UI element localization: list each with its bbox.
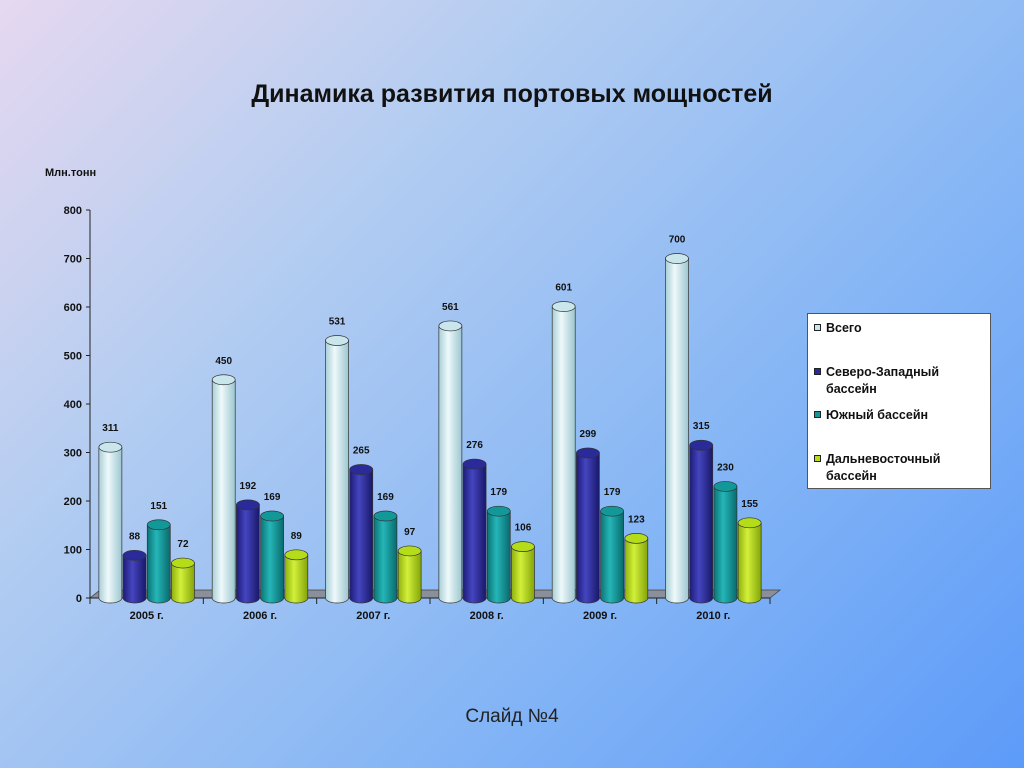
- y-tick-label: 0: [76, 593, 82, 605]
- data-label: 700: [669, 235, 686, 246]
- data-label: 106: [515, 523, 532, 534]
- page-title: Динамика развития портовых мощностей: [251, 80, 773, 108]
- bar: [624, 532, 649, 604]
- data-label: 97: [404, 527, 416, 538]
- bar: [551, 301, 576, 604]
- y-tick-label: 800: [64, 205, 82, 217]
- bar: [689, 439, 714, 604]
- labels: 2005 г. 311 88 151 72 2006 г. 450 192 169 89 2007 …: [102, 235, 758, 623]
- x-category-label: 2005 г.: [130, 610, 164, 622]
- x-category-label: 2006 г.: [243, 610, 277, 622]
- legend-item: Южный бассейн: [814, 407, 986, 424]
- bar: [600, 505, 624, 604]
- bar: [171, 557, 195, 604]
- legend-item: Всего: [814, 320, 986, 337]
- legend-swatch: [814, 411, 821, 418]
- legend-label: Северо-Западный бассейн: [826, 365, 940, 396]
- legend-swatch: [814, 324, 821, 331]
- data-label: 276: [466, 440, 483, 451]
- bar: [98, 441, 123, 604]
- slide-number: Слайд №4: [465, 706, 559, 727]
- x-category-label: 2009 г.: [583, 610, 617, 622]
- y-tick-label: 200: [64, 496, 82, 508]
- bar: [349, 464, 374, 604]
- y-tick-label: 400: [64, 399, 82, 411]
- y-tick-label: 500: [64, 351, 82, 363]
- legend-item: Северо-Западный бассейн: [814, 364, 986, 398]
- legend-label: Всего: [826, 321, 862, 335]
- bar: [325, 335, 349, 604]
- bar: [438, 320, 463, 604]
- bar: [713, 481, 738, 604]
- y-tick-label: 600: [64, 302, 82, 314]
- data-label: 450: [215, 356, 232, 367]
- bar: [236, 499, 260, 604]
- y-tick-label: 100: [64, 545, 82, 557]
- data-label: 315: [693, 421, 710, 432]
- x-category-label: 2010 г.: [696, 610, 730, 622]
- data-label: 151: [150, 501, 167, 512]
- data-label: 169: [264, 492, 281, 503]
- data-label: 88: [129, 531, 141, 542]
- bar: [486, 505, 511, 604]
- data-label: 179: [490, 487, 507, 498]
- data-label: 89: [291, 531, 303, 542]
- data-label: 311: [102, 423, 119, 434]
- data-label: 192: [240, 481, 257, 492]
- bars: [98, 253, 762, 604]
- bar: [146, 519, 171, 604]
- data-label: 169: [377, 492, 394, 503]
- bar: [511, 541, 535, 604]
- y-axis-unit-label: Млн.тонн: [45, 167, 96, 179]
- legend-label: Дальневосточный бассейн: [826, 452, 941, 483]
- data-label: 72: [177, 539, 189, 550]
- bar: [284, 549, 309, 604]
- bar: [737, 517, 762, 604]
- y-tick-label: 300: [64, 448, 82, 460]
- bar: [397, 545, 422, 604]
- legend: Всего Северо-Западный бассейн Южный бассей…: [807, 313, 991, 489]
- data-label: 531: [329, 316, 346, 327]
- data-label: 230: [717, 462, 734, 473]
- data-label: 155: [741, 499, 758, 510]
- data-label: 299: [580, 429, 597, 440]
- bar: [665, 253, 689, 604]
- bar: [260, 510, 284, 604]
- data-label: 179: [604, 487, 621, 498]
- bar: [373, 510, 398, 604]
- legend-swatch: [814, 368, 821, 375]
- legend-label: Южный бассейн: [826, 408, 929, 422]
- x-category-label: 2008 г.: [470, 610, 504, 622]
- legend-item: Дальневосточный бассейн: [814, 451, 986, 485]
- y-tick-label: 700: [64, 254, 82, 266]
- data-label: 601: [555, 283, 572, 294]
- bar: [211, 374, 236, 604]
- legend-swatch: [814, 455, 821, 462]
- data-label: 123: [628, 514, 645, 525]
- bar: [462, 458, 487, 604]
- data-label: 561: [442, 302, 459, 313]
- bar: [122, 549, 147, 604]
- bar: [576, 447, 600, 604]
- x-category-label: 2007 г.: [356, 610, 390, 622]
- data-label: 265: [353, 445, 370, 456]
